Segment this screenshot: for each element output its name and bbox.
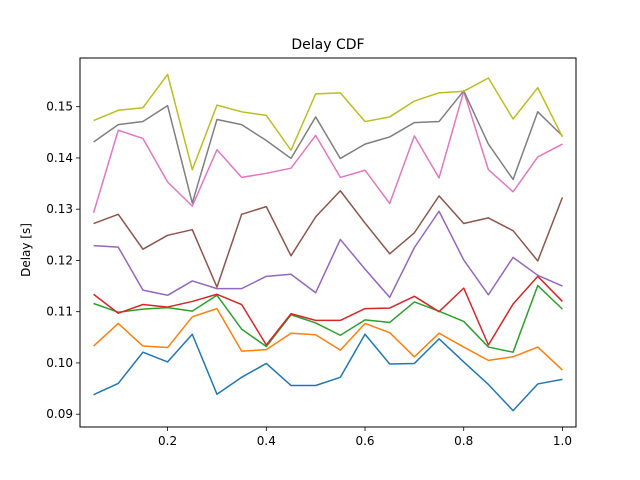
- series-line-4: [93, 275, 563, 346]
- tick-layer: 0.2 0.4 0.6 0.8 1.0 0.09 0.10 0.11 0.12 0.13 0.14 0…: [46, 100, 572, 448]
- y-tick-label: 0.12: [46, 253, 73, 267]
- plot-frame: [79, 57, 577, 428]
- y-tick-label: 0.15: [46, 100, 73, 114]
- series-line-5: [93, 210, 563, 299]
- y-tick-label: 0.11: [46, 305, 73, 319]
- series-line-6: [93, 189, 564, 288]
- chart-title: Delay CDF: [291, 37, 364, 53]
- x-tick-label: 0.4: [257, 434, 276, 448]
- series-line-3: [93, 284, 563, 353]
- y-axis-label: Delay [s]: [19, 223, 33, 277]
- y-tick-label: 0.13: [46, 202, 73, 216]
- y-tick-label: 0.09: [46, 407, 73, 421]
- y-tick-label: 0.10: [46, 356, 73, 370]
- x-tick-label: 0.2: [158, 434, 177, 448]
- y-tick-label: 0.14: [46, 151, 73, 165]
- series-line-2: [93, 307, 563, 371]
- series-layer: [92, 73, 564, 412]
- x-tick-label: 0.8: [454, 434, 473, 448]
- series-line-9: [93, 73, 564, 171]
- series-line-8: [93, 90, 563, 204]
- x-tick-label: 0.6: [355, 434, 374, 448]
- series-line-1: [93, 333, 563, 412]
- x-tick-label: 1.0: [553, 434, 572, 448]
- series-line-7: [92, 90, 563, 213]
